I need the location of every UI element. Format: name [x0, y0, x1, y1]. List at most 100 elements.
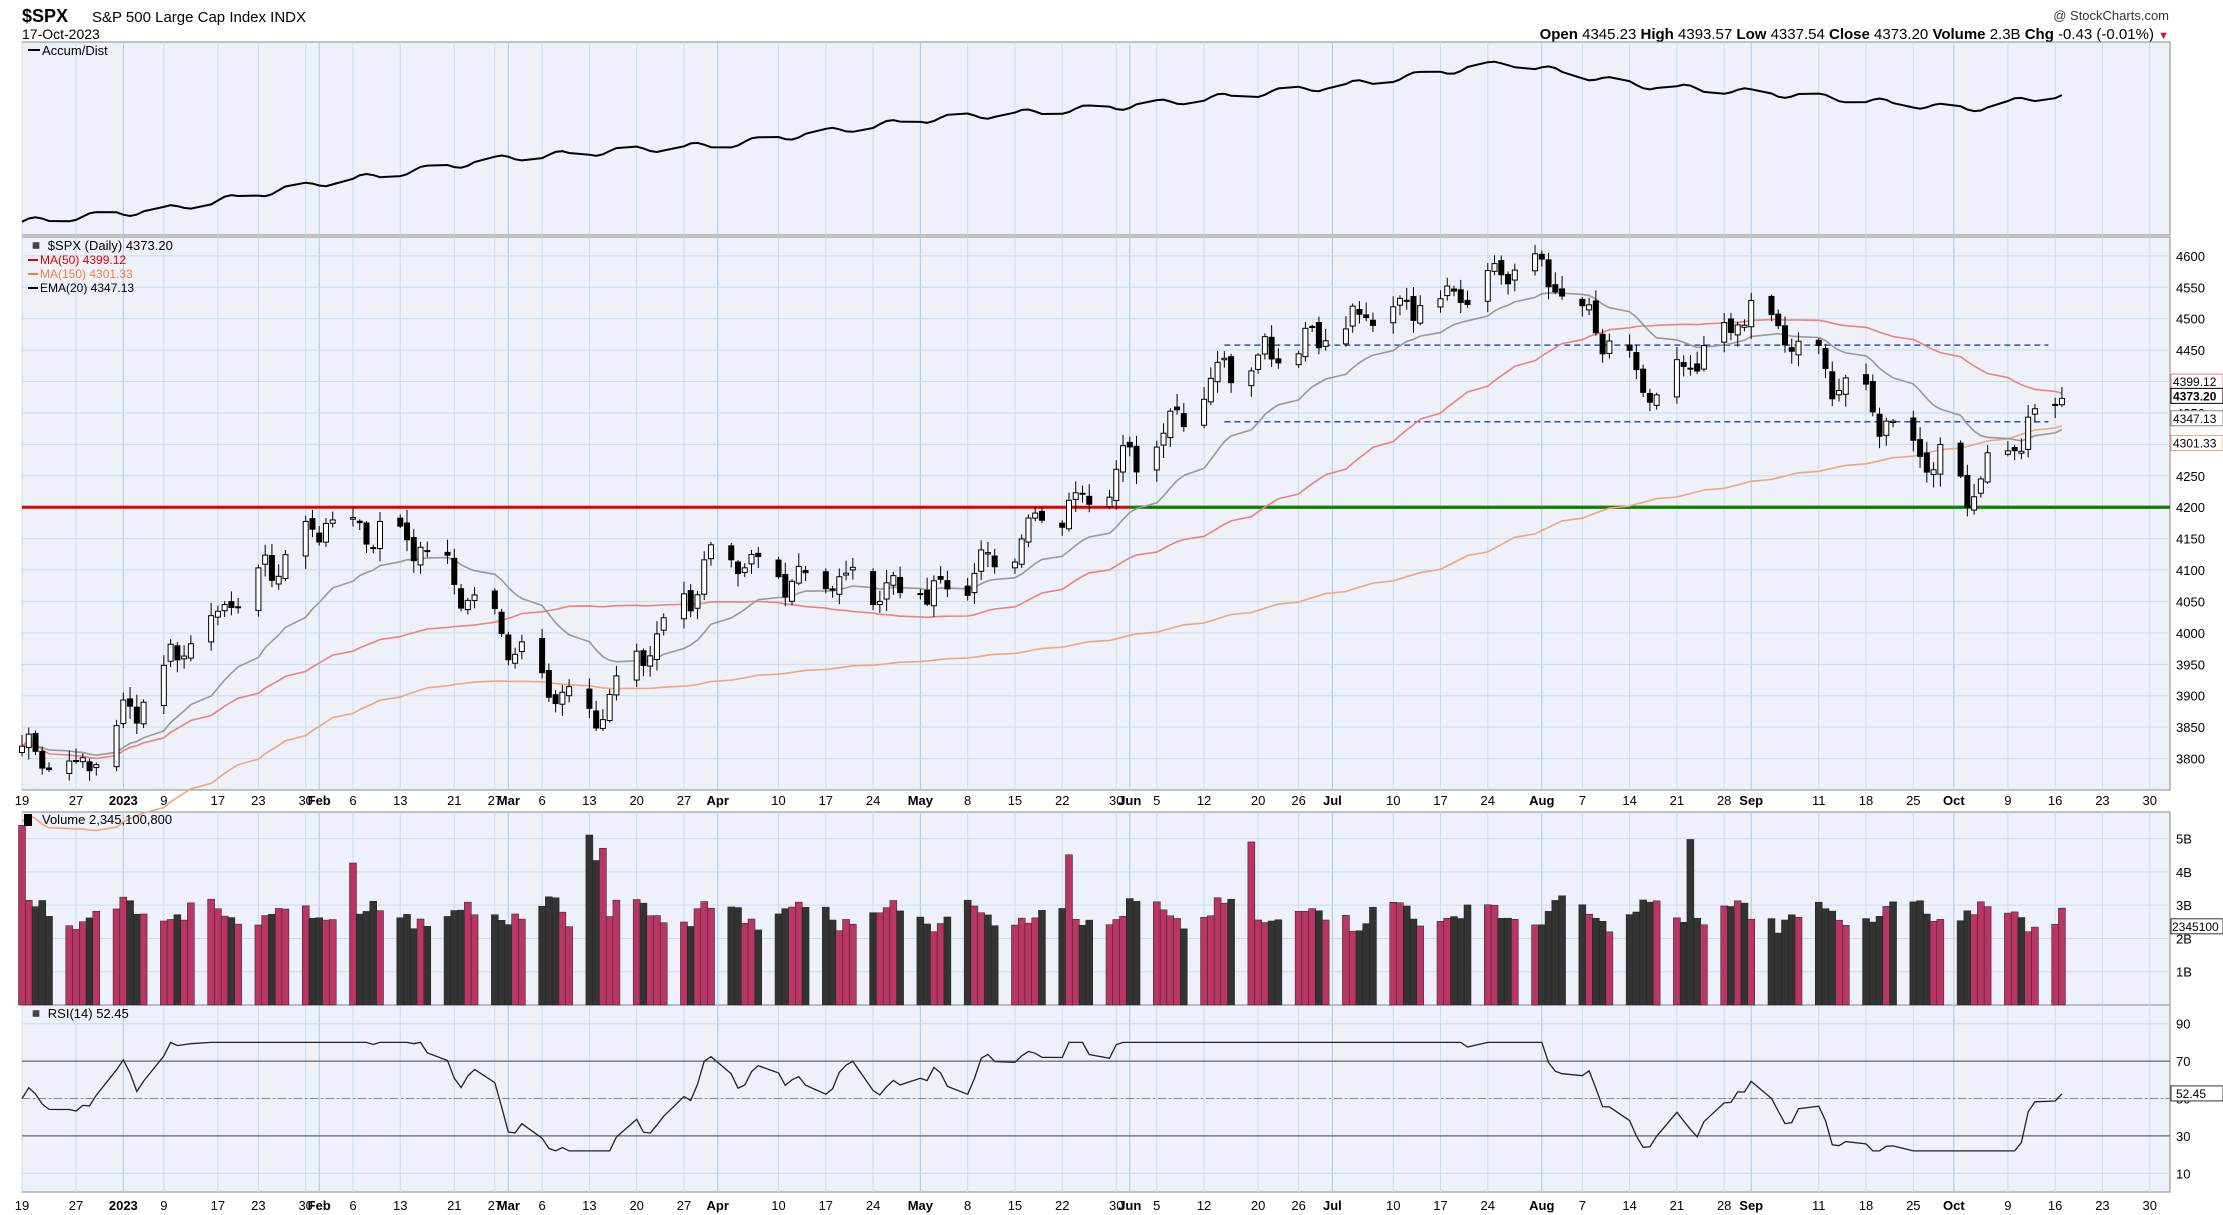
legend-entry: EMA(20) 4347.13 [40, 281, 134, 295]
x-tick-label: 26 [1291, 1198, 1305, 1213]
candle-body [1363, 314, 1370, 319]
volume-bar [1767, 918, 1776, 1006]
candle-body [1640, 368, 1647, 393]
candle-body [822, 571, 829, 590]
candle-body [836, 576, 843, 595]
volume-bar [1207, 915, 1215, 1006]
volume-bar [747, 918, 756, 1006]
volume-value: 2.3B [1989, 26, 2021, 43]
volume-bar [538, 905, 546, 1006]
candle-body [228, 601, 235, 608]
volume-bar [1882, 906, 1891, 1006]
candle-body [1775, 313, 1782, 327]
volume-icon [24, 814, 32, 826]
candle-body [735, 561, 741, 575]
candle-body [322, 522, 329, 543]
candle-body [843, 572, 850, 576]
volume-bar [889, 900, 898, 1006]
volume-bar [1247, 841, 1256, 1006]
volume-bar [85, 917, 94, 1006]
x-tick-label: 17 [211, 793, 225, 808]
candle-body [978, 549, 985, 572]
volume-bar [1173, 918, 1181, 1006]
candle-body [1653, 394, 1660, 406]
candle-body [1065, 499, 1072, 530]
candle-body [1228, 356, 1235, 384]
candle-body [694, 594, 701, 609]
candle-body [1221, 357, 1228, 361]
volume-bar [1105, 924, 1114, 1006]
volume-bar [160, 920, 168, 1006]
candle-body [255, 567, 262, 611]
volume-bar [254, 924, 263, 1006]
candle-body [133, 706, 140, 724]
volume-bar [2031, 926, 2039, 1006]
volume-bar [315, 917, 323, 1006]
volume-bar [1727, 906, 1735, 1006]
candle-body [1910, 417, 1917, 441]
volume-bar [1740, 902, 1749, 1006]
x-tick-label: 6 [349, 793, 356, 808]
candle-body [1018, 538, 1025, 565]
candle-body [1369, 319, 1376, 326]
volume-bar [828, 919, 837, 1006]
volume-bar [79, 921, 87, 1006]
volume-bar [1355, 930, 1364, 1006]
volume-bar [599, 847, 607, 1006]
brand-label[interactable]: @ StockCharts.com [2053, 8, 2169, 23]
candle-body [1788, 347, 1795, 352]
volume-title: Volume 2,345,100,800 [42, 812, 172, 827]
volume-bar [308, 918, 317, 1006]
volume-bar [416, 918, 425, 1006]
volume-bar [65, 925, 74, 1006]
volume-bar [72, 929, 80, 1006]
candle-body [1781, 325, 1788, 346]
candle-body [1505, 273, 1512, 285]
candle-body [2004, 450, 2011, 455]
candle-body [917, 593, 924, 596]
volume-bar [1315, 910, 1323, 1006]
panel-ad [21, 41, 2171, 236]
x-tick-label: 18 [1859, 793, 1873, 808]
volume-bar [1504, 917, 1512, 1006]
volume-bar [1301, 910, 1310, 1006]
volume-bar [1308, 908, 1316, 1006]
x-tick-label: 18 [1859, 1198, 1873, 1213]
volume-bar [943, 916, 952, 1006]
volume-bar [754, 929, 763, 1006]
x-tick-label: Sep [1739, 1198, 1763, 1213]
x-tick-label: 15 [1008, 793, 1022, 808]
candle-body [1356, 309, 1363, 315]
close-value: 4373.20 [1874, 26, 1929, 43]
volume-bar [1484, 904, 1492, 1006]
candle-body [1038, 510, 1045, 521]
x-tick-label: 12 [1197, 1198, 1211, 1213]
ma150-line [21, 425, 2063, 832]
volume-bar [362, 911, 371, 1006]
down-arrow-icon: ▼ [2158, 30, 2169, 42]
volume-bar [187, 902, 195, 1006]
volume-bar [396, 917, 405, 1006]
x-tick-label: 28 [1717, 793, 1731, 808]
y-tick-label: 90 [2176, 1017, 2190, 1032]
y-tick-label: 30 [2176, 1129, 2190, 1144]
y-tick-label: 3950 [2176, 657, 2205, 672]
volume-bar [1815, 901, 1823, 1006]
candle-body [302, 520, 309, 557]
candle-body [1829, 371, 1836, 400]
volume-bar [1038, 910, 1046, 1006]
candle-body [471, 594, 478, 601]
volume-bar [1450, 916, 1458, 1006]
candle-body [1545, 259, 1552, 288]
x-tick-label: 22 [1055, 1198, 1069, 1213]
volume-bar [849, 923, 857, 1006]
candle-body [370, 547, 377, 550]
y-tick-label: 3800 [2176, 752, 2205, 767]
candle-body [113, 725, 120, 768]
volume-bar [376, 910, 384, 1006]
volume-bar [977, 912, 985, 1006]
volume-bar [1842, 925, 1850, 1006]
volume-bar [1862, 918, 1870, 1006]
x-tick-label: 30 [1109, 793, 1123, 808]
